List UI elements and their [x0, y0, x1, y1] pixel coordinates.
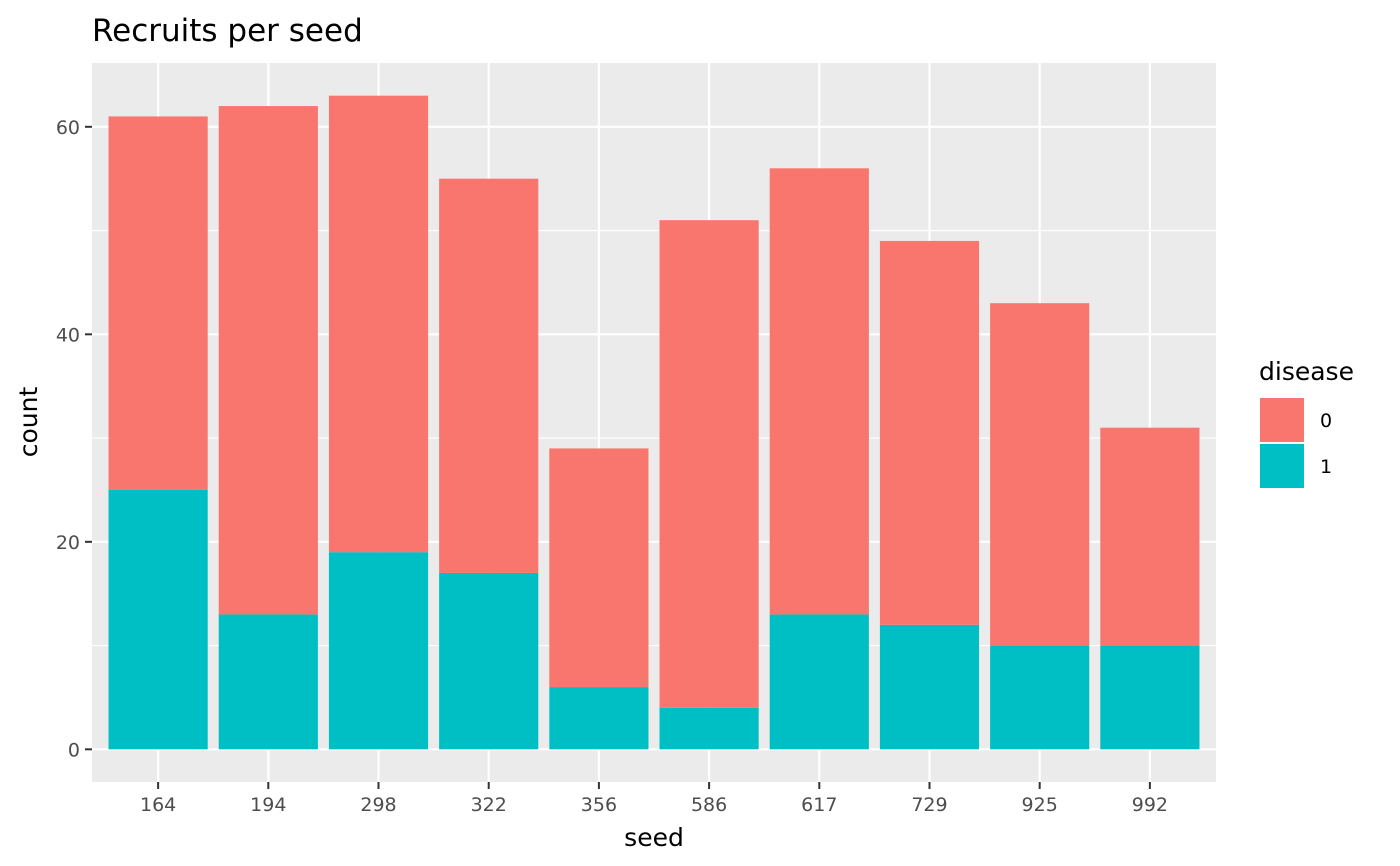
x-tick-label-617: 617 — [801, 794, 837, 816]
bar-586-disease-0 — [659, 220, 759, 708]
bars — [108, 95, 1200, 750]
bar-164-disease-0 — [108, 116, 208, 490]
bar-356-disease-0 — [549, 448, 649, 688]
x-tick-label-925: 925 — [1022, 794, 1058, 816]
bar-729-disease-1 — [879, 624, 980, 750]
bar-356-disease-1 — [549, 687, 649, 750]
x-tick-label-356: 356 — [581, 794, 617, 816]
legend: disease 0 1 — [1259, 357, 1354, 488]
legend-key-0 — [1260, 398, 1304, 442]
x-tick-label-992: 992 — [1132, 794, 1168, 816]
bar-194-disease-1 — [218, 614, 318, 750]
bar-617-disease-1 — [769, 614, 869, 750]
x-tick-label-164: 164 — [140, 794, 176, 816]
legend-label-0: 0 — [1320, 410, 1332, 432]
y-tick-label-0: 0 — [68, 739, 80, 761]
chart-title: Recruits per seed — [92, 13, 363, 49]
y-axis-title: count — [14, 387, 43, 458]
bar-194-disease-0 — [218, 106, 318, 615]
bar-586-disease-1 — [659, 707, 759, 750]
bar-617-disease-0 — [769, 168, 869, 615]
bar-298-disease-0 — [328, 95, 429, 553]
bar-164-disease-1 — [108, 489, 208, 750]
x-axis-title: seed — [624, 823, 684, 852]
legend-label-1: 1 — [1320, 456, 1332, 478]
bar-322-disease-0 — [439, 178, 539, 573]
x-tick-label-298: 298 — [360, 794, 396, 816]
bar-322-disease-1 — [439, 572, 539, 750]
x-tick-label-586: 586 — [691, 794, 727, 816]
y-tick-label-2: 40 — [56, 324, 80, 346]
bar-729-disease-0 — [879, 240, 980, 625]
x-tick-label-322: 322 — [471, 794, 507, 816]
bar-925-disease-1 — [990, 645, 1090, 750]
x-tick-label-194: 194 — [250, 794, 286, 816]
x-tick-label-729: 729 — [911, 794, 947, 816]
bar-925-disease-0 — [990, 303, 1090, 646]
bar-992-disease-0 — [1100, 427, 1200, 646]
y-axis: 0 20 40 60 — [56, 117, 92, 761]
legend-title: disease — [1259, 357, 1354, 386]
legend-key-1 — [1260, 444, 1304, 488]
x-axis: 164 194 298 322 356 586 617 729 925 992 — [140, 782, 1168, 816]
bar-298-disease-1 — [328, 552, 429, 750]
y-tick-label-1: 20 — [56, 532, 80, 554]
y-tick-label-3: 60 — [56, 117, 80, 139]
bar-992-disease-1 — [1100, 645, 1200, 750]
